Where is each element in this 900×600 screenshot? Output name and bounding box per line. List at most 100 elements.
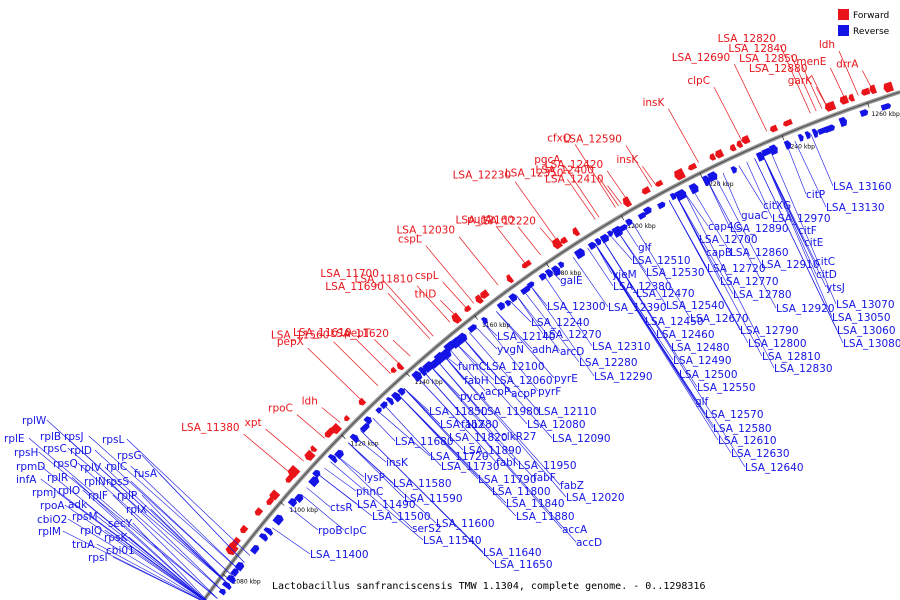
forward-leader-line [442, 281, 468, 310]
forward-leader-line [458, 236, 499, 286]
reverse-gene-arrow [455, 332, 468, 345]
reverse-gene-arrow [526, 281, 535, 289]
reverse-leader-line [509, 300, 532, 323]
reverse-gene-label: accD [576, 537, 602, 549]
reverse-leader-line [496, 311, 555, 379]
reverse-gene-arrow [221, 581, 232, 591]
reverse-gene-label: glf [695, 396, 709, 408]
forward-gene-label: LSA_12030 [396, 225, 455, 237]
reverse-leader-line [668, 200, 749, 344]
reverse-gene-label: citC [815, 256, 835, 268]
reverse-gene-label: LSA_12390 [608, 302, 667, 314]
reverse-gene-label: rpsH [14, 447, 38, 459]
reverse-leader-line [132, 522, 207, 600]
reverse-leader-line [707, 180, 731, 229]
forward-gene-arrow [480, 289, 490, 299]
forward-label-layer: garKLSA_12880LSA_12850LSA_12840LSA_12820… [181, 33, 859, 434]
reverse-gene-label: rpmJ [32, 487, 56, 499]
forward-gene-label: LSA_11810 [354, 274, 413, 286]
reverse-gene-label: glf [638, 242, 652, 254]
reverse-leader-line [112, 494, 218, 599]
reverse-leader-line [770, 151, 837, 305]
reverse-leader-line [403, 388, 464, 451]
scale-tick [545, 263, 550, 268]
forward-leader-line [779, 45, 811, 114]
forward-gene-arrow [883, 81, 895, 93]
forward-gene-label: insK [642, 97, 665, 109]
forward-leader-line [574, 144, 616, 208]
reverse-gene-label: LSA_11730 [441, 461, 500, 473]
reverse-leader-line [96, 543, 202, 600]
reverse-leader-line [300, 493, 345, 531]
scale-tick-label: 1080 kbp [232, 579, 260, 586]
reverse-gene-arrow [587, 241, 596, 251]
reverse-leader-line [496, 311, 533, 350]
forward-gene-arrow [239, 524, 249, 534]
reverse-gene-label: fabI [496, 457, 516, 469]
legend-reverse-swatch [838, 25, 849, 36]
forward-leader-lines [243, 45, 874, 475]
forward-gene-label: LSA_12840 [728, 43, 787, 55]
reverse-leader-line [601, 238, 746, 468]
scale-tick [280, 502, 285, 506]
forward-gene-arrow [287, 465, 301, 478]
reverse-gene-label: phnC [356, 486, 383, 498]
reverse-gene-label: LSA_11580 [393, 478, 452, 490]
forward-gene-arrow [715, 148, 725, 159]
reverse-leader-line [482, 321, 539, 392]
reverse-gene-label: infA [16, 474, 37, 486]
forward-leader-line [517, 226, 541, 256]
reverse-gene-label: rpsI [88, 552, 108, 564]
reverse-leader-line [754, 158, 844, 344]
reverse-gene-arrow [250, 545, 260, 555]
scale-tick [867, 102, 870, 108]
forward-gene-arrow [782, 118, 793, 127]
forward-gene-arrow [552, 237, 563, 250]
scale-tick [406, 372, 410, 377]
forward-leader-line [265, 428, 304, 462]
reverse-gene-arrow [375, 407, 382, 414]
reverse-leader-line [442, 354, 465, 381]
reverse-gene-label: LSA_11980 [481, 406, 540, 418]
reverse-gene-arrow [804, 131, 811, 140]
reverse-gene-label: LSA_12570 [705, 409, 764, 421]
legend-forward-label: Forward [853, 11, 889, 21]
forward-gene-label: LSA_11700 [320, 268, 379, 280]
reverse-gene-label: serS2 [412, 523, 442, 535]
reverse-gene-arrow [379, 401, 388, 410]
reverse-gene-label: rpsS [106, 476, 129, 488]
reverse-leader-line [416, 376, 497, 463]
reverse-gene-label: insK [386, 457, 409, 469]
forward-gene-arrow [330, 422, 342, 435]
reverse-leader-line [112, 556, 201, 600]
reverse-leader-line [676, 196, 763, 357]
reverse-leader-line [516, 295, 561, 352]
scale-tick-label: 1100 kbp [290, 507, 318, 514]
reverse-leader-line [691, 188, 731, 253]
reverse-gene-label: cbiO2 [37, 514, 67, 526]
forward-gene-arrow [396, 362, 405, 371]
reverse-gene-label: LSA_12670 [690, 313, 749, 325]
reverse-leader-line [423, 370, 577, 543]
reverse-leader-line [150, 508, 229, 585]
forward-gene-label: LSA_11620 [330, 328, 389, 340]
legend-reverse-label: Reverse [853, 27, 890, 37]
forward-feature-track [225, 81, 895, 556]
reverse-leader-line [786, 144, 807, 195]
reverse-leader-line [403, 388, 430, 412]
reverse-gene-label: LSA_11490 [357, 499, 416, 511]
reverse-gene-label: capB [706, 247, 732, 259]
reverse-leader-line [128, 536, 206, 600]
reverse-gene-arrow [594, 237, 602, 246]
legend-forward-swatch [838, 9, 849, 20]
forward-leader-line [296, 414, 325, 439]
reverse-leader-line [462, 337, 487, 367]
reverse-leader-line [336, 455, 365, 478]
forward-gene-label: ldh [819, 39, 835, 51]
reverse-leader-line [594, 243, 732, 454]
reverse-gene-label: adhA [532, 344, 560, 356]
reverse-leader-line [594, 243, 719, 441]
reverse-gene-label: LSA_12910 [761, 259, 820, 271]
reverse-gene-label: LSA_11720 [430, 451, 489, 463]
